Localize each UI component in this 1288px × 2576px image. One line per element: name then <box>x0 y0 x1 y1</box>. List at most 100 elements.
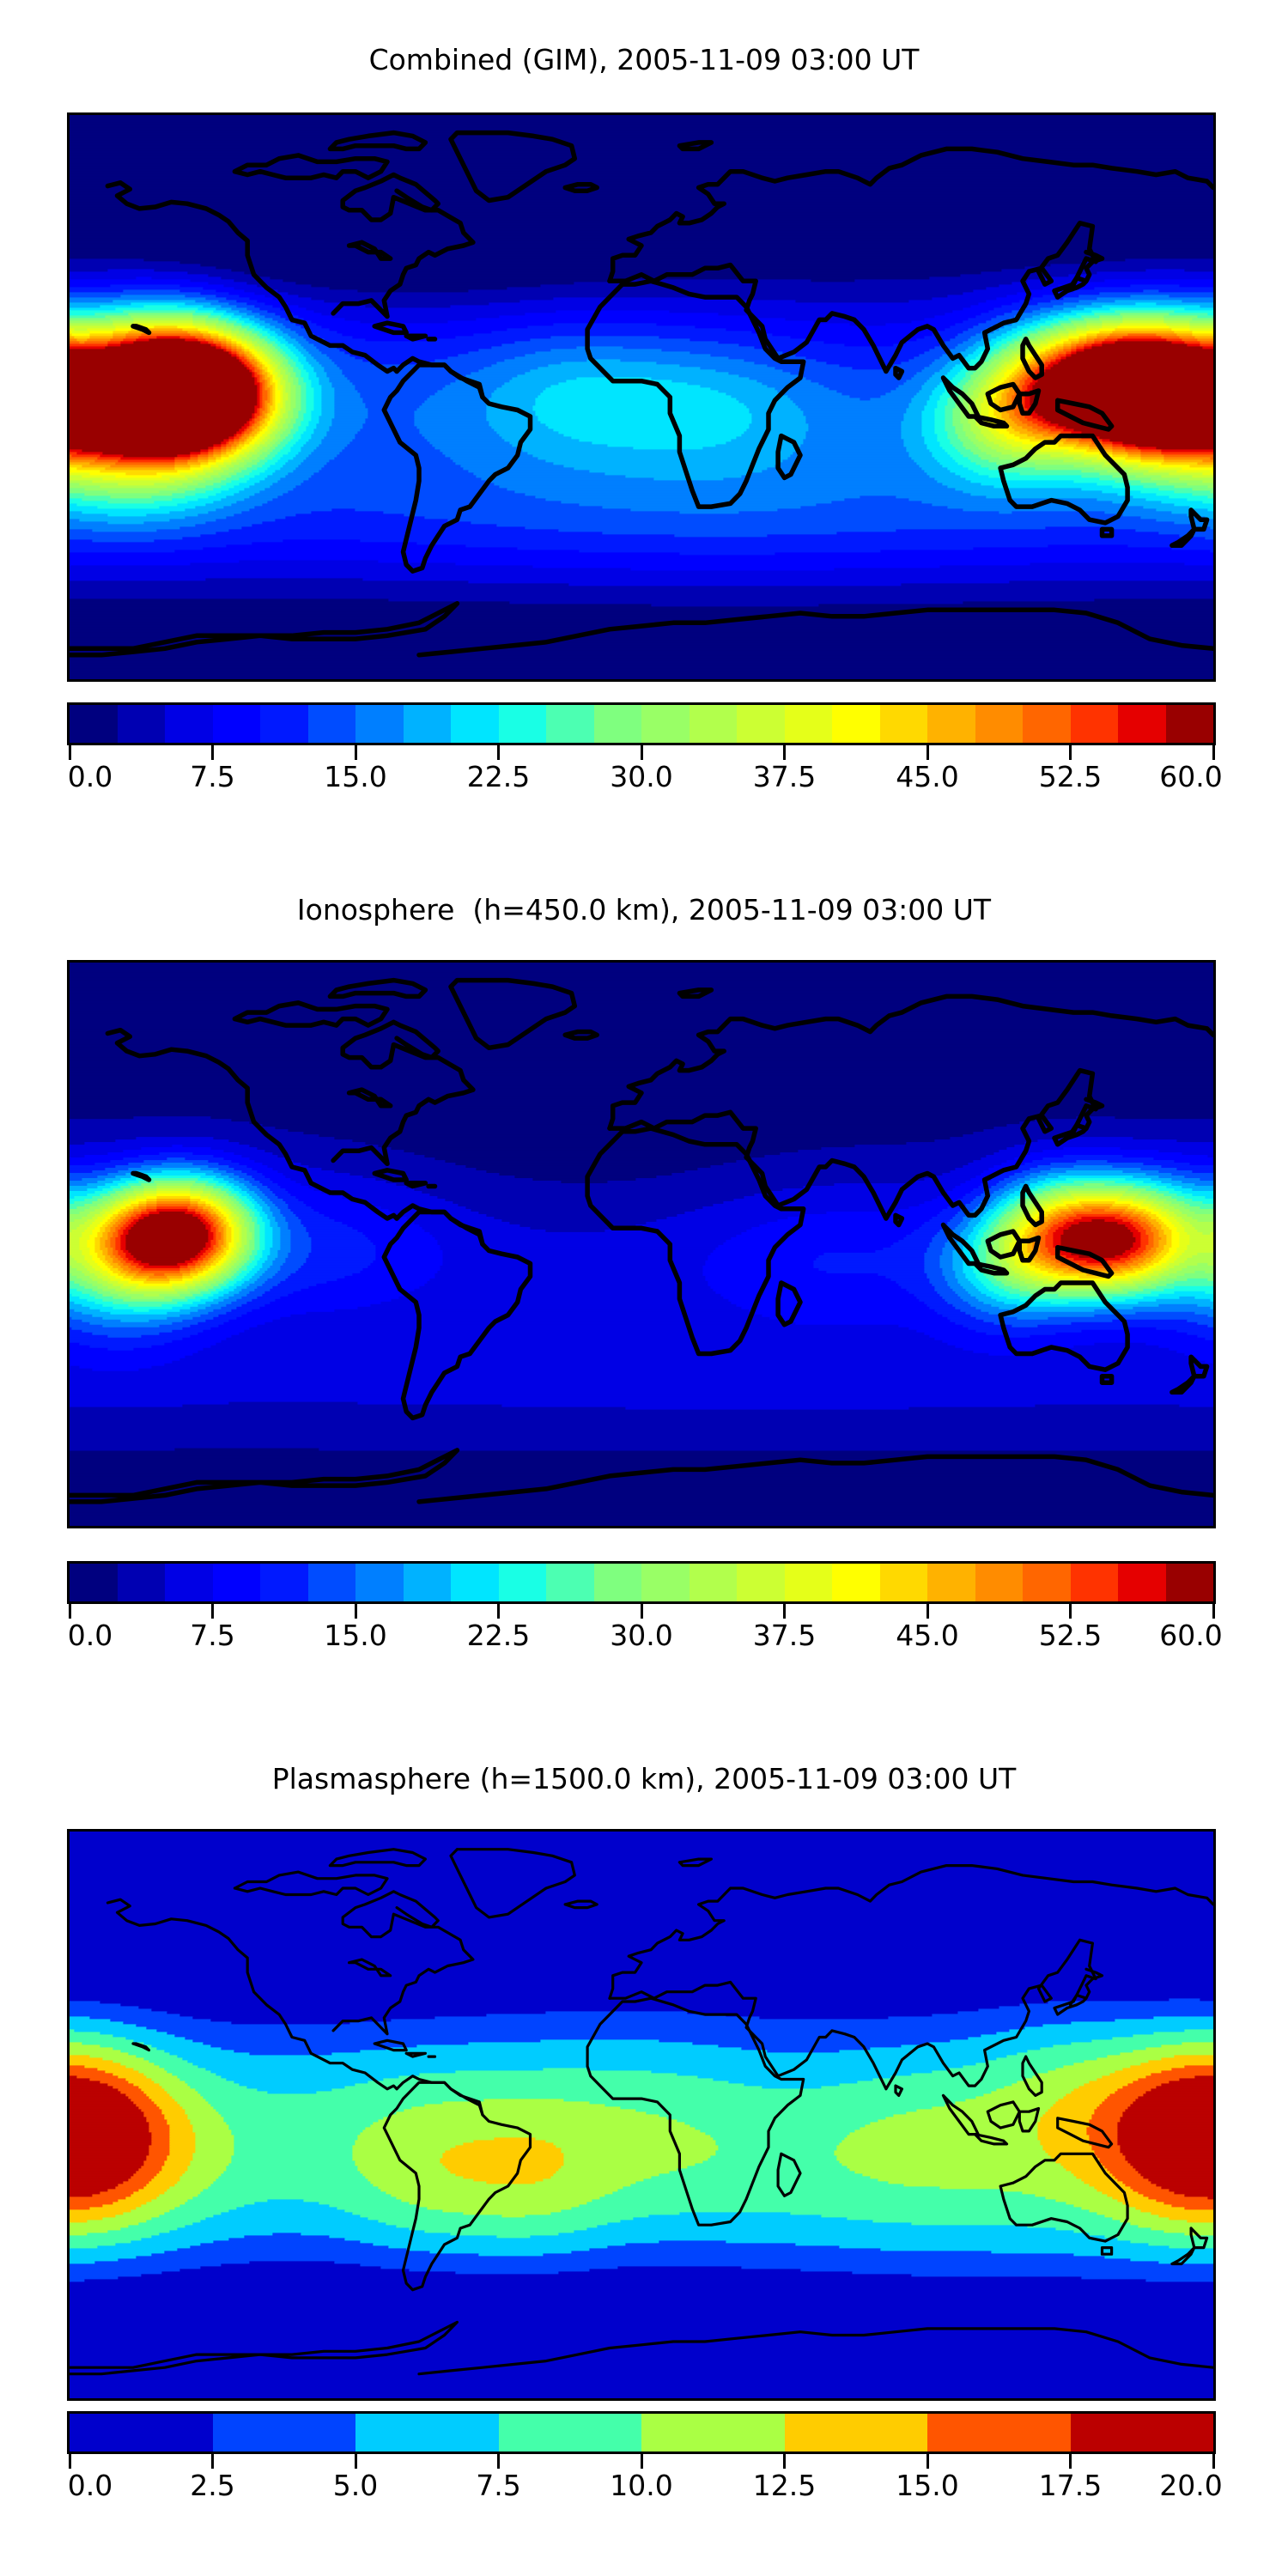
colorbar-tick-3 <box>497 1604 500 1619</box>
colorbar-segment-16 <box>832 705 880 743</box>
colorbar-segment-23 <box>1165 1564 1213 1601</box>
colorbar-tick-0 <box>68 745 71 760</box>
colorbar-segment-21 <box>1070 705 1118 743</box>
colorbar-tick-label-7: 52.5 <box>1038 760 1103 793</box>
colorbar-segment-0 <box>70 1564 118 1601</box>
colorbar-segment-18 <box>927 1564 975 1601</box>
colorbar-tick-2 <box>354 2454 357 2469</box>
colorbar-segment-12 <box>641 1564 690 1601</box>
colorbar-segment-4 <box>641 2414 785 2451</box>
colorbar-segment-12 <box>641 705 690 743</box>
colorbar-segment-1 <box>212 2414 355 2451</box>
colorbar-labels-plasmasphere: 0.0 2.5 5.0 7.5 10.0 12.5 15.0 17.5 20.0 <box>67 2469 1223 2506</box>
colorbar-segment-1 <box>117 1564 165 1601</box>
colorbar-segment-18 <box>927 705 975 743</box>
colorbar-segment-0 <box>70 705 118 743</box>
colorbar-segment-14 <box>737 705 785 743</box>
colorbar-segment-4 <box>260 1564 308 1601</box>
colorbar-tick-label-7: 17.5 <box>1038 2469 1103 2502</box>
panel-plasmasphere: Plasmasphere (h=1500.0 km), 2005-11-09 0… <box>0 1719 1288 2576</box>
colorbar-segment-17 <box>879 705 927 743</box>
colorbar-tick-1 <box>211 1604 214 1619</box>
colorbar-segment-19 <box>975 1564 1023 1601</box>
colorbar-tick-label-5: 37.5 <box>752 760 817 793</box>
colorbar-segment-7 <box>403 705 451 743</box>
colorbar-tick-label-8: 20.0 <box>1159 2469 1223 2502</box>
colorbar-labels-ionosphere: 0.0 7.5 15.0 22.5 30.0 37.5 45.0 52.5 60.0 <box>67 1619 1223 1656</box>
colorbar-tick-label-2: 15.0 <box>324 760 387 793</box>
colorbar-segment-3 <box>498 2414 641 2451</box>
panel-title-plasmasphere: Plasmasphere (h=1500.0 km), 2005-11-09 0… <box>271 1762 1017 1795</box>
colorbar-segment-15 <box>784 1564 832 1601</box>
colorbar-tick-label-6: 45.0 <box>896 1619 959 1652</box>
colorbar-segment-7 <box>403 1564 451 1601</box>
panel-title-ionosphere: Ionosphere (h=450.0 km), 2005-11-09 03:0… <box>296 893 992 927</box>
colorbar-segment-4 <box>260 705 308 743</box>
colorbar-tick-label-6: 15.0 <box>896 2469 959 2502</box>
colorbar-tick-label-0: 0.0 <box>67 2469 113 2502</box>
colorbar-segment-0 <box>70 2414 213 2451</box>
colorbar-segment-22 <box>1118 1564 1166 1601</box>
colorbar-segment-3 <box>212 1564 260 1601</box>
colorbar-segment-13 <box>689 705 737 743</box>
coastlines-combined <box>70 130 1213 658</box>
colorbar-tick-8 <box>1212 745 1215 760</box>
colorbar-tick-8 <box>1212 1604 1215 1619</box>
colorbar-tick-label-2: 5.0 <box>332 2469 379 2502</box>
colorbar-combined-gim: 0.0 7.5 15.0 22.5 30.0 37.5 45.0 52.5 60.0 <box>67 702 1223 798</box>
colorbar-segment-20 <box>1023 1564 1071 1601</box>
colorbar-tick-2 <box>354 745 357 760</box>
colorbar-tick-label-8: 60.0 <box>1159 760 1223 793</box>
colorbar-tick-4 <box>640 1604 643 1619</box>
colorbar-tick-label-1: 7.5 <box>190 1619 235 1652</box>
colorbar-tick-label-5: 12.5 <box>752 2469 817 2502</box>
colorbar-tick-5 <box>783 2454 786 2469</box>
colorbar-tick-4 <box>640 745 643 760</box>
colorbar-segment-19 <box>975 705 1023 743</box>
colorbar-segment-11 <box>593 705 641 743</box>
panel-title-combined-gim: Combined (GIM), 2005-11-09 03:00 UT <box>368 43 920 76</box>
map-canvas-combined-gim <box>70 115 1213 679</box>
colorbar-segment-9 <box>498 705 546 743</box>
colorbar-tick-7 <box>1069 2454 1072 2469</box>
colorbar-tick-label-3: 7.5 <box>476 2469 521 2502</box>
colorbar-segment-5 <box>784 2414 927 2451</box>
colorbar-segment-2 <box>355 2414 499 2451</box>
colorbar-tick-label-6: 45.0 <box>896 760 959 793</box>
colorbar-tick-7 <box>1069 1604 1072 1619</box>
colorbar-tick-label-3: 22.5 <box>466 760 531 793</box>
colorbar-segment-10 <box>546 1564 594 1601</box>
colorbar-segment-9 <box>498 1564 546 1601</box>
colorbar-segment-16 <box>832 1564 880 1601</box>
colorbar-segment-6 <box>355 1564 404 1601</box>
colorbar-tick-label-5: 37.5 <box>752 1619 817 1652</box>
colorbar-plasmasphere: 0.0 2.5 5.0 7.5 10.0 12.5 15.0 17.5 20.0 <box>67 2411 1223 2506</box>
colorbar-segment-6 <box>927 2414 1071 2451</box>
colorbar-tick-4 <box>640 2454 643 2469</box>
colorbar-segment-14 <box>737 1564 785 1601</box>
colorbar-tick-2 <box>354 1604 357 1619</box>
colorbar-tick-label-2: 15.0 <box>324 1619 387 1652</box>
coastlines-plasmasphere <box>70 1848 1213 2376</box>
colorbar-ticks-combined <box>67 745 1216 760</box>
colorbar-tick-3 <box>497 745 500 760</box>
map-ionosphere <box>67 960 1216 1528</box>
contour-field-plasmasphere <box>70 1832 1213 2398</box>
colorbar-tick-5 <box>783 745 786 760</box>
colorbar-segment-2 <box>165 1564 213 1601</box>
colorbar-segment-8 <box>451 705 499 743</box>
colorbar-segment-2 <box>165 705 213 743</box>
colorbar-segment-7 <box>1070 2414 1213 2451</box>
map-canvas-ionosphere <box>70 963 1213 1526</box>
colorbar-gradient-plasmasphere <box>67 2411 1216 2454</box>
colorbar-ticks-plasmasphere <box>67 2454 1216 2469</box>
panel-ionosphere: Ionosphere (h=450.0 km), 2005-11-09 03:0… <box>0 850 1288 1709</box>
colorbar-tick-7 <box>1069 745 1072 760</box>
contour-field-ionosphere <box>70 963 1213 1526</box>
colorbar-tick-6 <box>926 745 929 760</box>
colorbar-tick-label-0: 0.0 <box>67 1619 113 1652</box>
map-canvas-plasmasphere <box>70 1832 1213 2398</box>
colorbar-ticks-ionosphere <box>67 1604 1216 1619</box>
colorbar-tick-8 <box>1212 2454 1215 2469</box>
